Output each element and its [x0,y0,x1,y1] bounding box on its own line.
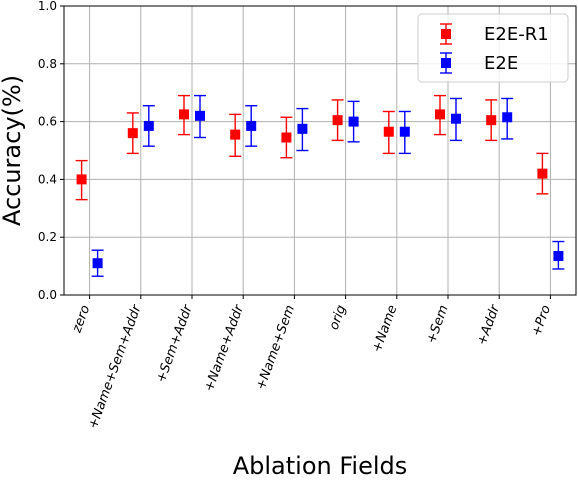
y-axis-ticks: 0.0 0.2 0.4 0.6 0.8 1.0 [38,0,64,302]
x-tick-label: orig [327,303,350,332]
x-tick-label: +Addr [475,302,504,348]
data-point [92,258,103,269]
data-point [246,120,257,131]
data-point [127,128,138,139]
legend-label: E2E [484,53,518,74]
data-point [537,168,548,179]
y-tick-label: 1.0 [38,0,57,13]
data-point [297,123,308,134]
legend-marker [441,58,451,68]
data-point [451,113,461,124]
data-point [332,115,343,126]
x-tick-label: +Name+Sem+Addr [86,302,145,431]
legend-marker [441,29,451,39]
x-axis-ticks: zero+Name+Sem+Addr +Sem+Addr +Name+Addr +Na… [69,295,554,431]
y-tick-label: 0.2 [38,230,57,244]
x-axis-label: Ablation Fields [233,452,408,480]
x-tick-label: +Name [370,303,401,354]
data-point [179,109,189,120]
data-point [281,132,292,143]
data-point [230,129,241,140]
x-tick-label: +Sem+Addr [154,302,197,385]
data-point [348,116,359,127]
y-tick-label: 0.4 [38,172,57,186]
data-point [383,126,394,137]
plot-frame [63,5,577,296]
data-point [502,112,513,123]
data-point [553,250,564,261]
y-axis-label: Accuracy(%) [0,75,26,226]
data-point [486,115,497,126]
data-point [195,110,205,121]
legend-label: E2E-R1 [484,24,549,45]
y-tick-label: 0.0 [38,288,57,302]
data-point [435,109,445,120]
x-tick-label: +Name+Addr [202,302,248,394]
data-point [76,174,87,185]
y-tick-label: 0.6 [38,115,57,129]
data-point [399,126,410,137]
x-tick-label: +Sem [424,303,452,346]
x-tick-label: +Name+Sem [254,303,299,392]
x-tick-label: zero [69,303,93,336]
data-point [143,120,154,131]
y-tick-label: 0.8 [38,57,57,71]
legend: E2E-R1 E2E [417,13,569,83]
data-marks [75,94,565,277]
x-tick-label: +Pro [529,303,554,338]
legend-box [417,13,569,83]
